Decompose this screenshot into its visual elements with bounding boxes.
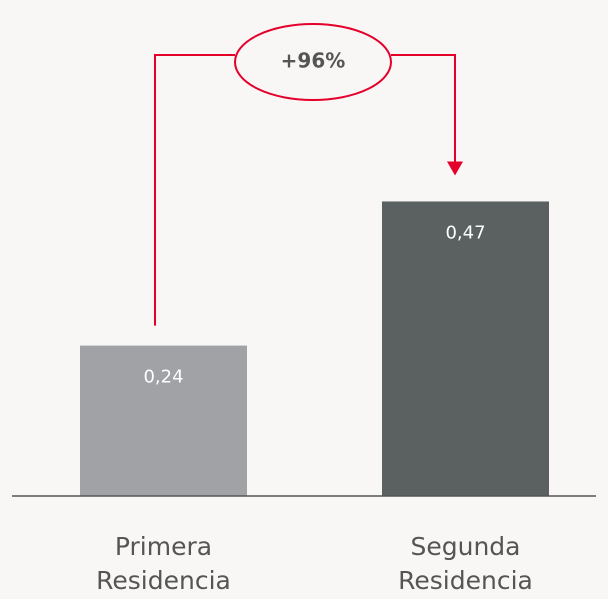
value-label: 0,47 [445, 222, 485, 243]
x-tick-label: Primera Residencia [96, 532, 231, 595]
annotation: +96% [281, 49, 346, 73]
arrowhead [447, 161, 463, 176]
value-label: 0,24 [143, 367, 183, 388]
bar [382, 201, 549, 496]
x-tick-label: Segunda Residencia [398, 532, 533, 595]
annotation-ellipse [234, 23, 392, 101]
bar [80, 345, 247, 496]
annotation-connector [391, 54, 456, 164]
annotation-connector [154, 54, 235, 326]
